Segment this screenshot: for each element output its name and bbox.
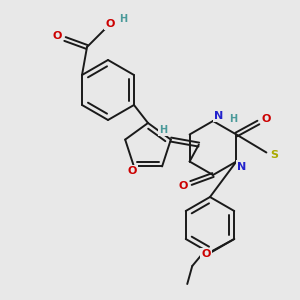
Text: S: S (270, 151, 278, 160)
Text: H: H (119, 14, 127, 24)
Text: O: O (52, 31, 62, 41)
Text: O: O (262, 113, 271, 124)
Text: H: H (159, 124, 167, 135)
Text: O: O (105, 19, 115, 29)
Text: O: O (202, 249, 211, 259)
Text: N: N (237, 161, 246, 172)
Text: H: H (229, 114, 237, 124)
Text: O: O (127, 167, 136, 176)
Text: O: O (178, 181, 188, 191)
Text: N: N (214, 111, 224, 121)
